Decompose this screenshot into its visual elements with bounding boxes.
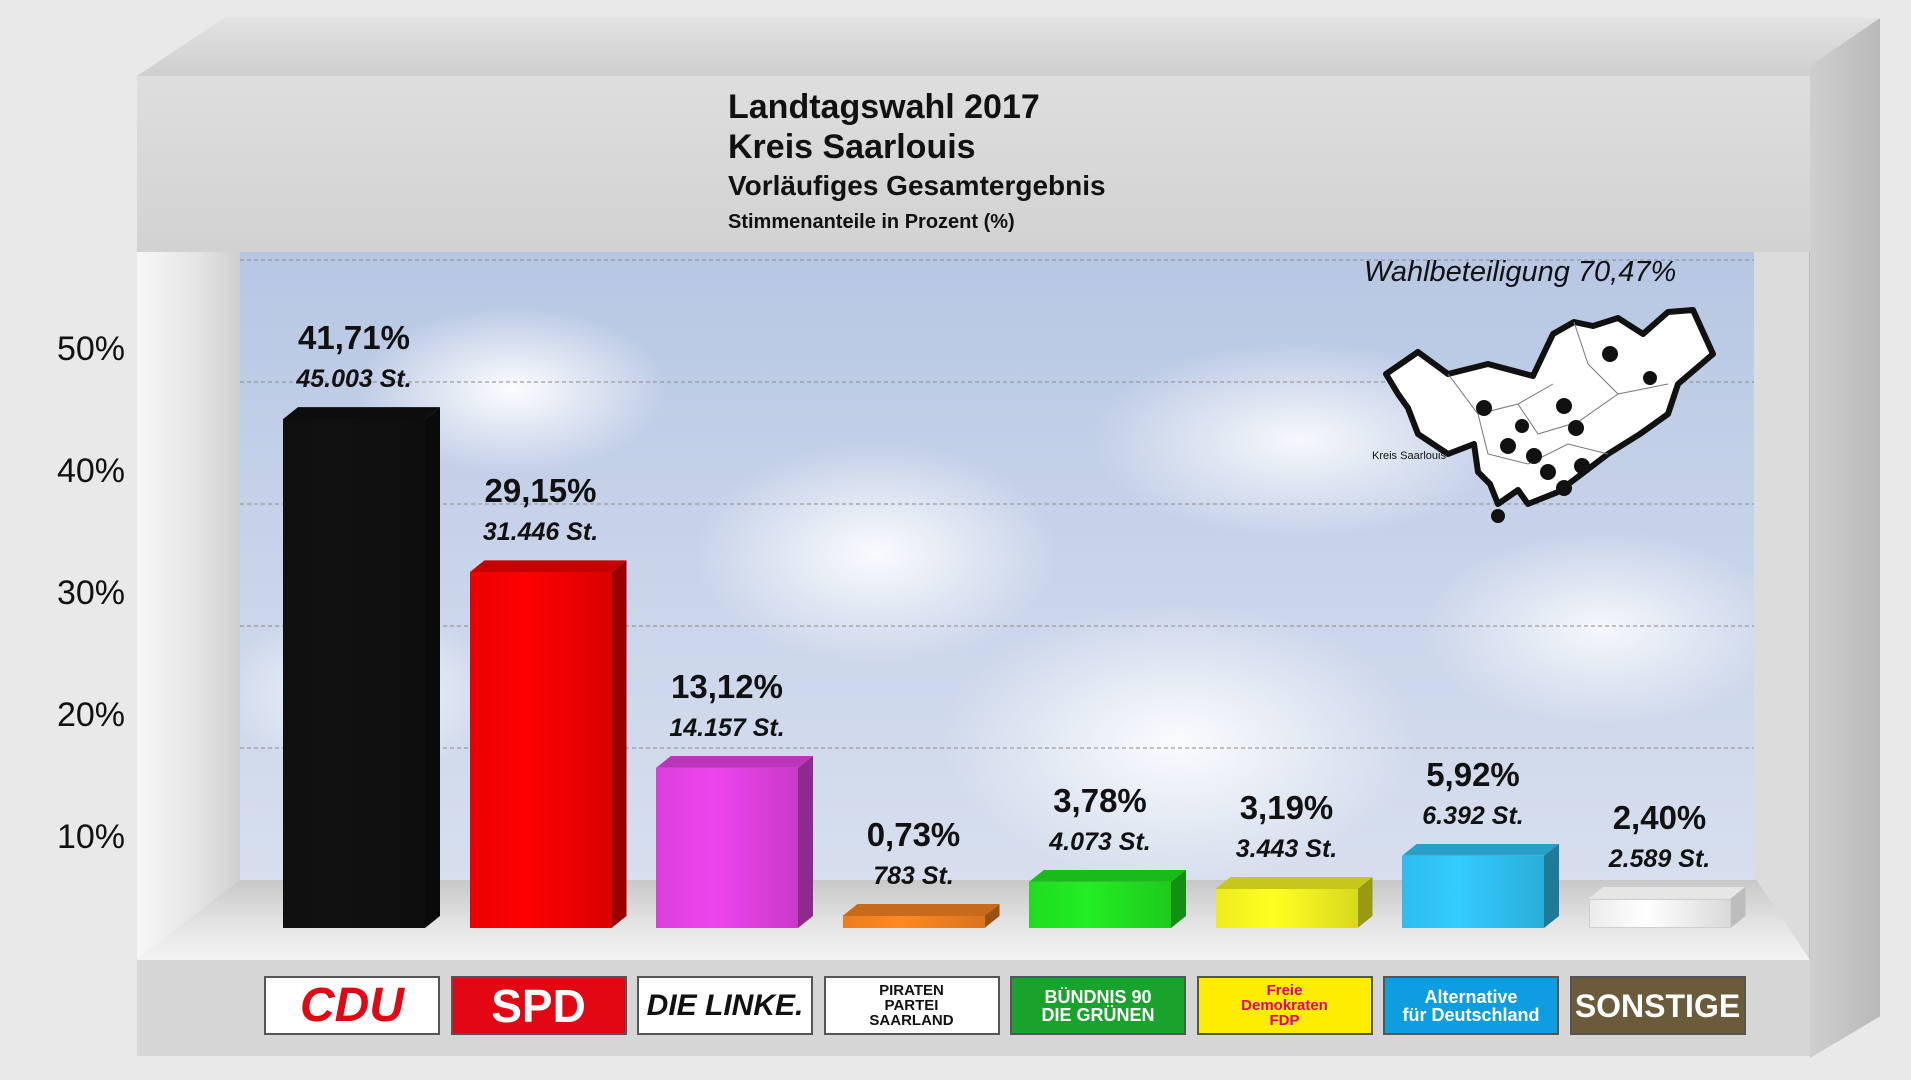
bar-front [656, 767, 798, 928]
bar-votes-label: 6.392 St. [1422, 801, 1524, 830]
logo-text: Freie [1266, 982, 1303, 999]
plot-left-wall [137, 252, 240, 960]
bar-front [469, 572, 612, 928]
chart-subtitle-unit: Stimmenanteile in Prozent (%) [728, 211, 1015, 233]
turnout-annotation: Wahlbeteiligung 70,47% [1364, 256, 1677, 288]
bar-top [1588, 886, 1746, 899]
bar-6 [1402, 843, 1559, 928]
title-area [137, 76, 1810, 252]
logo-text: Demokraten [1241, 997, 1328, 1014]
logo-text: FDP [1269, 1012, 1300, 1029]
bar-votes-label: 2.589 St. [1608, 844, 1711, 873]
bar-front [1588, 898, 1731, 928]
bar-votes-label: 31.446 St. [482, 518, 599, 547]
bar-side [612, 560, 627, 928]
bar-top [842, 904, 1000, 916]
bar-front [283, 419, 425, 928]
bar-votes-label: 14.157 St. [669, 713, 785, 742]
bar-value-label: 41,71% [298, 319, 410, 357]
chart-subtitle-region: Kreis Saarlouis [728, 128, 976, 166]
bar-7 [1588, 886, 1746, 928]
bar-votes-label: 45.003 St. [296, 365, 412, 394]
district-map-icon [1383, 307, 1716, 523]
y-tick-label: 10% [56, 818, 125, 856]
bar-3 [842, 904, 1000, 928]
bar-side [1358, 877, 1373, 928]
bar-value-label: 0,73% [866, 816, 961, 853]
logo-text: für Deutschland [1402, 1004, 1540, 1025]
logo-piraten: PIRATEN PARTEI SAARLAND [823, 976, 1000, 1035]
y-tick-label: 20% [56, 696, 125, 734]
bar-value-label: 2,40% [1612, 798, 1707, 836]
logo-text: CDU [300, 978, 404, 1032]
y-tick-label: 40% [56, 452, 125, 490]
logo-gruene: BÜNDNIS 90 DIE GRÜNEN [1010, 976, 1186, 1035]
logo-text: BÜNDNIS 90 [1044, 986, 1152, 1007]
bar-top [1029, 869, 1186, 882]
bar-side [425, 407, 440, 928]
logo-spd: SPD [450, 976, 627, 1035]
logo-die-linke: DIE LINKE. [637, 976, 813, 1035]
bar-front [842, 916, 985, 928]
bar-votes-label: 783 St. [873, 862, 954, 890]
frame-top [137, 18, 1880, 76]
bar-top [1402, 843, 1559, 856]
y-tick-label: 50% [56, 330, 125, 368]
bar-2 [656, 755, 813, 928]
bar-votes-label: 3.443 St. [1235, 835, 1338, 864]
y-tick-label: 30% [56, 574, 125, 612]
logo-text: PIRATEN [879, 982, 944, 999]
bar-front [1402, 855, 1544, 928]
logo-text: SONSTIGE [1574, 987, 1741, 1024]
bar-top [656, 755, 813, 768]
bar-0 [283, 407, 440, 928]
bar-top [283, 407, 440, 420]
bar-top [469, 560, 627, 573]
bar-votes-label: 4.073 St. [1049, 827, 1151, 856]
bar-front [1029, 881, 1171, 928]
bar-side [798, 756, 813, 928]
logo-text: SPD [491, 979, 586, 1032]
bar-value-label: 3,19% [1239, 789, 1334, 827]
bar-4 [1029, 869, 1186, 928]
bar-front [1215, 889, 1358, 928]
bar-top [1215, 877, 1373, 890]
bar-5 [1215, 877, 1373, 928]
bar-side [1731, 887, 1746, 928]
logo-fdp: Freie Demokraten FDP [1196, 976, 1373, 1035]
bar-value-label: 13,12% [671, 667, 783, 705]
logo-text: DIE LINKE. [646, 988, 804, 1022]
bar-1 [469, 560, 627, 928]
bar-value-label: 5,92% [1426, 755, 1520, 793]
logo-sonstige: SONSTIGE [1569, 976, 1746, 1035]
chart-title: Landtagswahl 2017 [728, 88, 1040, 126]
logo-text: Alternative [1424, 986, 1518, 1007]
logo-afd: Alternative für Deutschland [1383, 976, 1559, 1035]
bar-side [1544, 844, 1559, 928]
logo-text: DIE GRÜNEN [1041, 1004, 1155, 1025]
logo-text: SAARLAND [869, 1012, 954, 1029]
frame-side [1810, 18, 1880, 1058]
logo-text: PARTEI [884, 997, 939, 1014]
chart-subtitle-result: Vorläufiges Gesamtergebnis [728, 170, 1106, 201]
bar-value-label: 29,15% [484, 472, 597, 510]
bar-side [1171, 870, 1186, 928]
map-label: Kreis Saarlouis [1372, 450, 1446, 462]
logo-cdu: CDU [264, 976, 440, 1035]
bar-value-label: 3,78% [1053, 781, 1147, 819]
